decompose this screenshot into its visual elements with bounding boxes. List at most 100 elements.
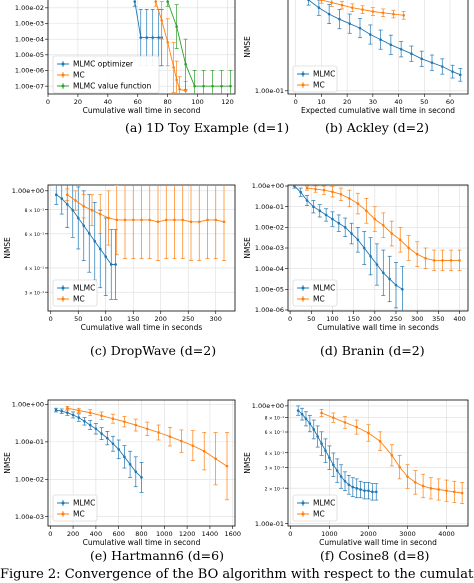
data-point	[343, 421, 347, 424]
data-point	[373, 217, 377, 221]
data-point	[406, 475, 409, 478]
legend: MLMC optimizer MC MLMC value function	[52, 55, 160, 94]
y-axis-label: NMSE	[243, 36, 252, 58]
data-point	[214, 457, 217, 461]
data-point	[337, 221, 341, 225]
data-point	[351, 485, 355, 489]
y-tick-label: 6 × 10⁻¹	[25, 232, 45, 238]
x-tick-label: 0	[48, 530, 52, 538]
data-point	[415, 252, 419, 256]
data-point	[320, 411, 323, 415]
x-tick-label: 600	[112, 530, 124, 538]
data-point	[133, 0, 137, 3]
data-point	[314, 187, 317, 191]
x-tick-label: 200	[155, 315, 167, 323]
legend-marker	[61, 501, 65, 505]
data-point	[66, 406, 69, 410]
series-line	[56, 194, 116, 265]
y-tick-label: 4 × 10⁻¹	[265, 451, 285, 457]
data-point	[392, 12, 395, 16]
data-point	[318, 209, 322, 213]
y-tick-label: 1.00e+00	[252, 402, 284, 410]
y-tick-label: 1.00e-01	[255, 87, 284, 95]
data-point	[398, 465, 401, 469]
y-tick-label: 1.00e+00	[12, 401, 44, 409]
x-tick-label: 1000	[321, 530, 338, 538]
x-tick-label: 0	[288, 315, 292, 323]
data-point	[175, 25, 178, 28]
data-point	[191, 444, 195, 447]
data-point	[65, 203, 69, 206]
data-point	[104, 255, 108, 259]
data-point	[157, 36, 161, 39]
chart-panel-6: 0 1000 2000 3000 4000 1.00e+00 8 × 10⁻¹ 6 × 10⁻…	[243, 399, 469, 563]
chart-panel-5: 0 200 400 600 800 1000 1200 1400 1600 1.00e+00 1.0…	[3, 399, 241, 563]
data-point	[77, 416, 81, 419]
data-point	[362, 246, 366, 250]
data-point	[181, 218, 185, 222]
data-point	[128, 463, 132, 466]
data-point	[111, 442, 115, 446]
legend-label: MLMC value function	[73, 82, 151, 91]
y-tick-label: 1.00e-02	[15, 4, 44, 12]
x-tick-label: 400	[453, 315, 465, 323]
data-point	[371, 490, 374, 494]
data-point	[363, 489, 366, 492]
data-point	[330, 1, 334, 4]
data-point	[71, 208, 75, 212]
x-tick-label: 20	[343, 98, 351, 106]
data-point	[381, 11, 385, 15]
legend: MLMC MC	[292, 279, 338, 307]
y-axis-label: NMSE	[243, 237, 252, 259]
y-tick-label: 1.00e+00	[12, 187, 44, 195]
data-point	[76, 216, 80, 220]
subfigure-caption: (a) 1D Toy Example (d=1)	[125, 120, 289, 135]
y-tick-label: 1.00e-07	[15, 82, 44, 90]
data-point	[157, 431, 160, 434]
y-tick-label: 1.00e-04	[15, 35, 44, 43]
data-point	[74, 199, 77, 202]
x-axis-label: Expected cumulative wall time in second	[301, 106, 455, 115]
data-point	[156, 220, 160, 224]
y-tick-label: 1.00e-02	[255, 224, 284, 232]
data-point	[173, 218, 176, 222]
data-point	[371, 10, 375, 13]
y-tick-label: 1.00e-03	[15, 20, 44, 28]
x-tick-label: 1400	[202, 530, 219, 538]
x-tick-label: 3000	[399, 530, 416, 538]
x-tick-label: 200	[67, 530, 79, 538]
data-point	[202, 449, 206, 453]
data-point	[151, 36, 155, 39]
x-tick-label: 800	[135, 530, 147, 538]
x-tick-label: 300	[210, 315, 222, 323]
x-tick-label: 50	[74, 315, 82, 323]
legend: MLMC MC	[292, 494, 338, 522]
data-point	[421, 484, 425, 488]
x-tick-label: 1200	[179, 530, 196, 538]
x-tick-label: 100	[191, 98, 203, 106]
data-point	[160, 19, 163, 22]
data-point	[88, 411, 92, 415]
data-point	[307, 0, 310, 2]
y-tick-label: 8 × 10⁻¹	[25, 208, 45, 214]
data-point	[154, 0, 158, 3]
x-tick-label: 2000	[360, 530, 377, 538]
legend-label: MC	[313, 295, 325, 304]
data-point	[424, 257, 427, 260]
data-point	[166, 41, 169, 44]
y-tick-label: 1.00e-06	[255, 306, 284, 314]
data-point	[375, 263, 379, 266]
data-point	[109, 263, 113, 266]
x-tick-label: 0	[46, 98, 50, 106]
y-tick-label: 1.00e-03	[255, 244, 284, 252]
plot-frame	[47, 399, 236, 527]
plot-frame	[287, 0, 469, 95]
y-tick-label: 1.00e-02	[15, 475, 44, 483]
x-tick-label: 100	[326, 315, 338, 323]
data-point	[410, 52, 413, 56]
data-point	[189, 220, 193, 224]
data-point	[324, 449, 327, 452]
data-point	[82, 224, 86, 228]
legend-label: MLMC	[313, 284, 335, 293]
data-point	[54, 408, 58, 412]
